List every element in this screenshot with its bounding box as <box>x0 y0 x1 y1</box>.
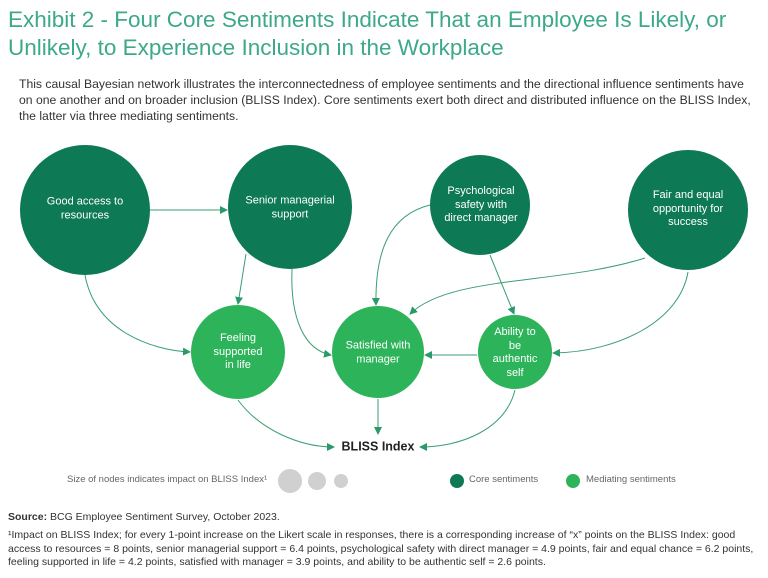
edge-fair-satisfied <box>409 257 646 315</box>
edge-senior-feeling <box>235 253 247 305</box>
node-good-access-label: Good access to resources <box>46 195 124 222</box>
legend-size-large <box>278 469 302 493</box>
edge-senior-satisfied <box>291 268 332 358</box>
legend-core-label: Core sentiments <box>469 474 539 485</box>
source-text: BCG Employee Sentiment Survey, October 2… <box>47 511 280 523</box>
node-psych-label: Psychological safety with direct manager <box>444 184 518 224</box>
node-bliss-label: BLISS Index <box>341 439 415 454</box>
node-ability-label: Ability to be authentic self <box>492 326 538 379</box>
node-senior <box>228 145 352 269</box>
edge-ability-bliss <box>419 389 516 451</box>
edge-psych-satisfied <box>371 204 431 306</box>
source-line: Source: BCG Employee Sentiment Survey, O… <box>8 511 280 523</box>
node-senior-label: Senior managerial support <box>245 194 335 221</box>
edge-fair-ability <box>552 271 689 357</box>
source-label: Source: <box>8 511 48 523</box>
legend-size-note: Size of nodes indicates impact on BLISS … <box>67 474 268 485</box>
edge-good-access-feeling <box>84 274 191 356</box>
node-fair-label: Fair and equal opportunity for success <box>652 188 724 228</box>
node-feeling <box>191 305 285 399</box>
node-satisfied <box>332 306 424 398</box>
node-good-access <box>20 145 150 275</box>
node-ability <box>478 315 552 389</box>
legend-size-small <box>334 474 348 488</box>
node-feeling-label: Feeling supported in life <box>213 331 263 371</box>
legend-mediating-label: Mediating sentiments <box>586 474 676 485</box>
edge-psych-ability <box>489 254 516 315</box>
footnote: ¹Impact on BLISS Index; for every 1-poin… <box>8 529 754 568</box>
legend-size-medium <box>308 472 326 490</box>
node-satisfied-label: Satisfied with manager <box>345 339 411 366</box>
exhibit-title: Exhibit 2 - Four Core Sentiments Indicat… <box>8 7 727 60</box>
exhibit-subtitle: This causal Bayesian network illustrates… <box>19 77 751 123</box>
edge-feeling-bliss <box>237 399 335 451</box>
legend-mediating-swatch <box>566 474 580 488</box>
node-psych <box>430 155 530 255</box>
legend-core-swatch <box>450 474 464 488</box>
node-fair <box>628 150 748 270</box>
